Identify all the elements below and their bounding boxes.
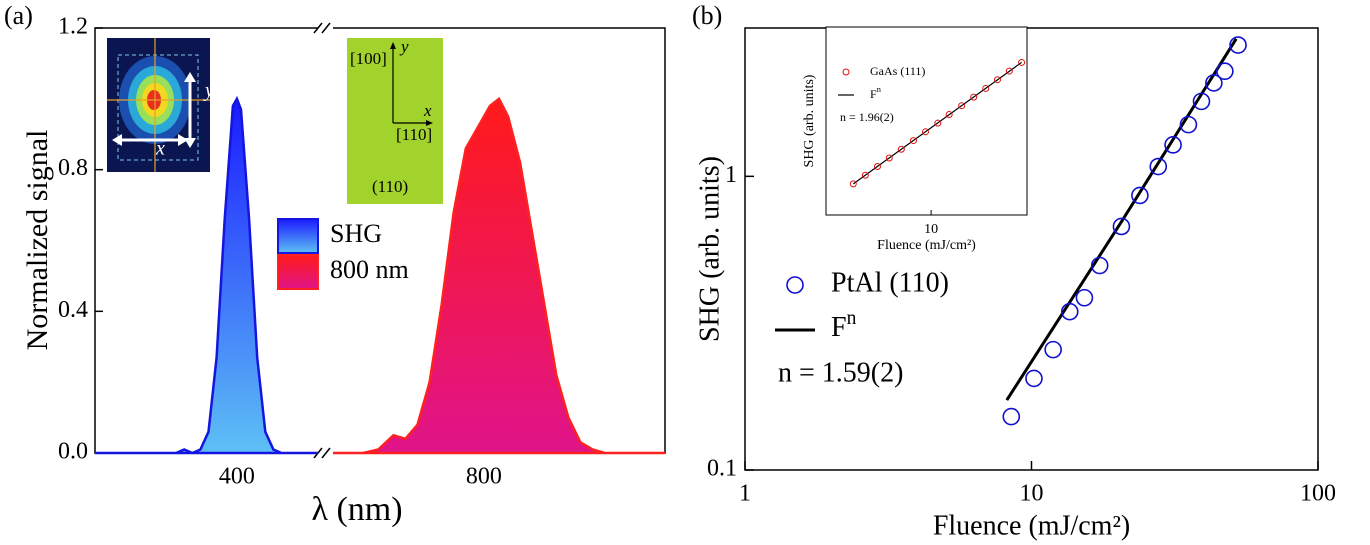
x-tick-label: 800	[466, 464, 502, 490]
fit-line	[1005, 38, 1238, 401]
panel-label: (b)	[692, 1, 722, 30]
data-point	[1149, 157, 1168, 176]
data-point	[1018, 58, 1026, 66]
inset-label: x	[423, 101, 432, 120]
legend-label: 800 nm	[330, 255, 409, 284]
y-tick-label: 0.0	[58, 439, 88, 465]
legend-label: Fn	[831, 307, 857, 343]
data-point	[873, 162, 881, 170]
data-point	[1075, 288, 1094, 307]
inset-label: y	[203, 80, 214, 102]
crystal-inset	[347, 38, 443, 204]
data-point	[1060, 302, 1079, 321]
data-point	[958, 102, 966, 110]
data-point	[982, 84, 990, 92]
x-tick-label: 10	[924, 222, 938, 237]
data-point	[897, 145, 905, 153]
legend-label: PtAl (110)	[831, 267, 949, 298]
data-point	[970, 93, 978, 101]
inset-label: x	[155, 138, 165, 160]
legend-label: Fn	[870, 85, 882, 101]
annotation: n = 1.59(2)	[778, 357, 903, 388]
legend-swatch	[277, 254, 319, 290]
annotation: n = 1.96(2)	[840, 110, 894, 124]
data-point	[1192, 92, 1211, 111]
y-tick-label: 0.8	[58, 155, 88, 181]
data-point	[1205, 74, 1223, 92]
data-point	[1229, 36, 1247, 54]
x-tick-label: 400	[219, 464, 255, 490]
data-point	[909, 137, 917, 145]
plot-frame	[825, 26, 1028, 216]
legend-swatch	[277, 218, 319, 254]
legend-label-superscript: n	[877, 85, 882, 94]
legend-label-base: F	[870, 87, 877, 101]
inset-label: (110)	[372, 177, 408, 196]
y-tick-label: 1	[725, 162, 737, 188]
data-point	[922, 128, 930, 136]
x-axis-label: λ (nm)	[311, 491, 402, 528]
x-tick-label: 1	[739, 481, 751, 507]
data-point	[1164, 136, 1182, 154]
legend-label: SHG	[330, 219, 382, 248]
legend-label: GaAs (111)	[870, 64, 925, 78]
spectrum-area	[333, 96, 665, 455]
legend-marker	[842, 68, 850, 76]
data-point	[861, 171, 869, 179]
legend-marker	[786, 276, 804, 294]
data-point	[1090, 256, 1109, 275]
x-axis-label: Fluence (mJ/cm²)	[933, 510, 1130, 541]
panel-label: (a)	[4, 1, 33, 30]
x-tick-label: 100	[1300, 481, 1336, 507]
fit-line	[852, 61, 1022, 185]
data-point	[1005, 67, 1013, 75]
data-point	[994, 76, 1002, 84]
y-tick-label: 0.1	[707, 456, 737, 482]
inset-label: y	[399, 37, 409, 56]
data-point	[1179, 115, 1198, 134]
data-point	[945, 111, 953, 119]
inset-label: [110]	[396, 125, 432, 144]
spectrum-area	[95, 95, 318, 455]
data-point	[1044, 340, 1062, 359]
y-axis-label: Normalized signal	[21, 130, 54, 351]
data-point	[1112, 217, 1131, 236]
y-tick-label: 1.2	[58, 14, 88, 40]
data-point	[849, 180, 857, 188]
data-point	[934, 119, 942, 127]
data-point	[1131, 186, 1149, 205]
inset-label: [100]	[350, 49, 387, 68]
data-point	[885, 154, 893, 162]
legend-label-base: F	[831, 312, 847, 343]
y-tick-label: 0.4	[58, 297, 88, 323]
data-point	[1002, 407, 1021, 426]
x-axis-label: Fluence (mJ/cm²)	[877, 238, 976, 253]
data-point	[1216, 62, 1234, 81]
beam-image-inset	[107, 38, 210, 172]
y-axis-label: SHG (arb. units)	[694, 156, 725, 342]
x-tick-label: 10	[1020, 481, 1044, 507]
data-point	[1025, 369, 1043, 388]
legend-label-superscript: n	[847, 307, 857, 328]
y-axis-label: SHG (arb. units)	[802, 74, 817, 167]
